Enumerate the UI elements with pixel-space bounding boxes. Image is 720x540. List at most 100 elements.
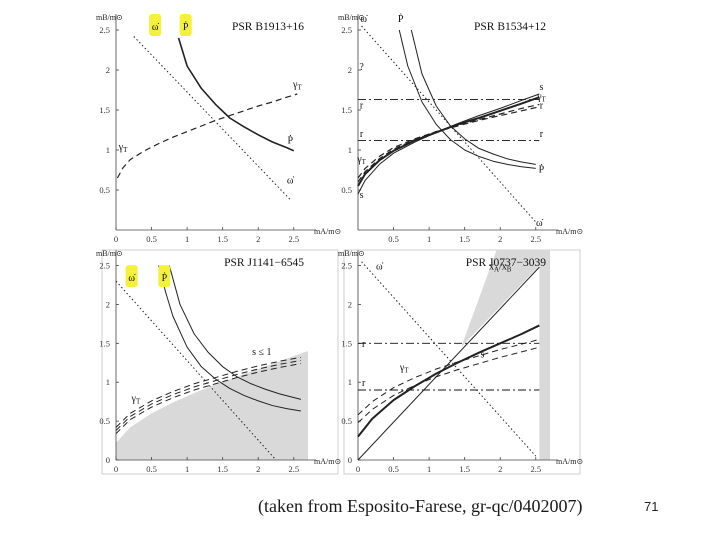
x-tick-label: 2 [256,464,260,474]
y-tick-label: 0.5 [99,185,110,195]
curve-label: ω̇ [152,22,160,33]
x-tick-label: 0 [114,464,118,474]
y-tick-label: 2.5 [99,25,110,35]
y-tick-label: 2.5 [341,25,352,35]
chart-title: PSR B1534+12 [474,21,546,33]
curve-label: ω̇ [128,273,136,284]
curve-label: s [480,349,484,360]
curve-label: ω̇ [536,218,544,229]
series-curve [115,359,301,431]
panel-frame [101,249,339,475]
y-tick-label: 2 [348,65,352,75]
curve-label: r [362,378,366,389]
x-tick-label: 1.5 [217,464,228,474]
curve-label: γT [118,142,128,154]
y-tick-label: 1.5 [341,105,352,115]
x-tick-label: 2.5 [530,234,541,244]
series-curve [116,93,298,179]
x-tick-label: 1.5 [217,234,228,244]
y-tick-label: 1.5 [99,105,110,115]
y-tick-label: 0 [106,455,110,465]
curve-label: r [360,129,364,140]
x-tick-label: 2 [498,234,502,244]
y-tick-label: 0 [348,455,352,465]
panel-b1913: 0 0.5 1 1.5 2 2.5 0.5 1 1.5 2 2.5 mB/m⊙ mA/m⊙ PSR B19… [96,13,341,244]
chart-title: PSR J0737−3039 [466,257,547,269]
series-curve [158,265,301,412]
curve-label: γT [131,394,141,406]
series-curve [357,338,540,416]
y-tick-label: 2.5 [99,261,110,271]
y-axis-label: mB/m⊙ [338,13,365,22]
x-tick-label: 1 [427,234,431,244]
curve-label: ω̇ [360,14,368,25]
curve-label: γT [536,92,546,104]
y-tick-label: 2 [106,65,110,75]
y-tick-label: 1 [106,145,110,155]
x-tick-label: 2.5 [530,464,541,474]
curve-label: γT [399,363,409,375]
curve-label: ω̇ [287,176,295,187]
y-tick-label: 1 [106,377,110,387]
curve-label: γT [292,80,302,92]
series-curve [398,29,536,169]
x-axis-label: mA/m⊙ [314,227,341,236]
caption: (taken from Esposito-Farese, gr-qc/04020… [258,496,583,516]
curve-label: ? [359,62,364,73]
y-tick-label: 1 [348,145,352,155]
y-tick-label: 1.5 [341,338,352,348]
curve-label: r [360,100,364,111]
y-tick-label: 0.5 [341,416,352,426]
x-axis-label: mA/m⊙ [556,457,583,466]
x-tick-label: 1 [185,234,189,244]
y-axis-label: mB/m⊙ [338,249,365,258]
highlight-marker [125,265,138,288]
x-tick-label: 0.5 [388,464,399,474]
chart-title: PSR J1141−6545 [224,257,304,269]
y-tick-label: 1 [348,377,352,387]
chart-title: PSR B1913+16 [232,21,304,33]
curve-label: Ṗ [287,135,293,147]
curve-label: r [540,100,544,111]
series-curve [357,346,540,424]
highlight-marker [149,14,162,36]
curve-label: ω̇ [376,261,384,272]
curve-label: r [540,129,544,140]
panel-b1534: 0.5 1 1.5 2 2.5 0.5 1 1.5 2 2.5 mB/m⊙ mA/m⊙ PSR B153… [338,13,583,244]
x-tick-label: 0 [114,234,118,244]
series-curve [115,280,277,461]
panel-j1141: 0 0.5 1 1.5 2 2.5 0 0.5 1 1.5 2 2.5 mB/m⊙ mA/m⊙ PSR J1… [96,249,341,475]
curve-label: r [362,339,366,350]
x-tick-label: 2.5 [288,464,299,474]
x-tick-label: 1.5 [459,464,470,474]
y-tick-label: 2 [106,299,110,309]
x-axis-label: mA/m⊙ [314,457,341,466]
curve-label: s [360,190,364,201]
x-tick-label: 1 [185,464,189,474]
series-curve [357,324,540,438]
x-tick-label: 2.5 [288,234,299,244]
series-curve [115,356,301,428]
panel-j0737: 0 0.5 1 1.5 2 2.5 0 0.5 1 1.5 2 2.5 mB/m⊙ mA/m⊙ PSR J0… [338,249,583,475]
series-curve [357,93,540,195]
curve-label: s ≤ 1 [252,347,271,358]
panel-frame [343,249,581,475]
y-axis-label: mB/m⊙ [96,13,123,22]
y-tick-label: 2.5 [341,261,352,271]
x-tick-label: 2 [498,464,502,474]
slide-number: 71 [644,499,659,514]
highlight-marker [158,265,171,288]
y-tick-label: 2 [348,299,352,309]
shaded-region [116,351,308,460]
series-curve [115,363,301,434]
y-axis-label: mB/m⊙ [96,249,123,258]
x-tick-label: 0.5 [146,234,157,244]
curve-label: Ṗ [162,272,168,284]
x-tick-label: 2 [256,234,260,244]
curve-label: γT [356,154,366,166]
series-curve [410,29,536,165]
x-tick-label: 1.5 [459,234,470,244]
y-tick-label: 1.5 [99,338,110,348]
x-tick-label: 1 [427,464,431,474]
curve-label: s [540,82,544,93]
